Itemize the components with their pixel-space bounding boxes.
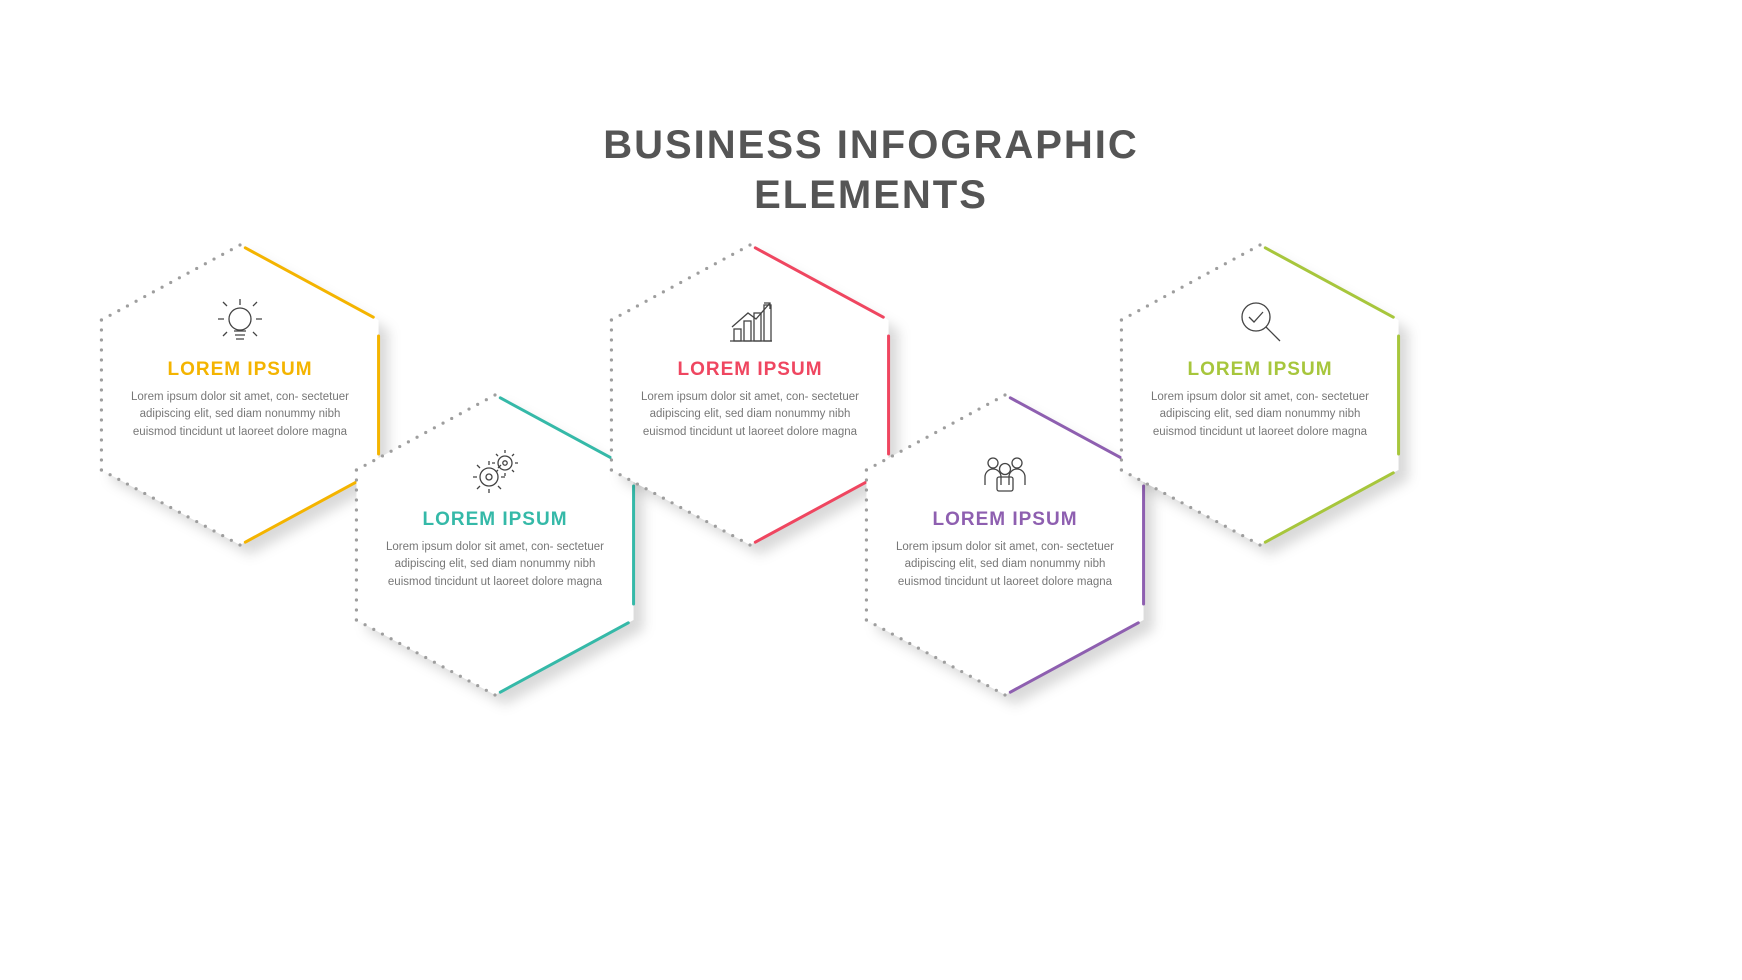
infographic-stage: BUSINESS INFOGRAPHIC ELEMENTS LOREM IPSU…	[0, 0, 1742, 980]
team-icon	[975, 441, 1035, 501]
hex-title: LOREM IPSUM	[375, 509, 615, 531]
magnify-check-icon	[1230, 291, 1290, 351]
title-line-2: ELEMENTS	[754, 173, 988, 217]
hex-title: LOREM IPSUM	[120, 359, 360, 381]
hex-body: Lorem ipsum dolor sit amet, con- sectetu…	[120, 389, 360, 441]
hex-title: LOREM IPSUM	[1140, 359, 1380, 381]
hex-body: Lorem ipsum dolor sit amet, con- sectetu…	[375, 539, 615, 591]
hex-content: LOREM IPSUM Lorem ipsum dolor sit amet, c…	[120, 291, 360, 441]
title-line-1: BUSINESS INFOGRAPHIC	[603, 123, 1139, 167]
lightbulb-icon	[210, 291, 270, 351]
bar-chart-icon	[720, 291, 780, 351]
hex-body: Lorem ipsum dolor sit amet, con- sectetu…	[1140, 389, 1380, 441]
hex-content: LOREM IPSUM Lorem ipsum dolor sit amet, c…	[885, 441, 1125, 591]
page-title: BUSINESS INFOGRAPHIC ELEMENTS	[0, 120, 1742, 220]
hex-title: LOREM IPSUM	[885, 509, 1125, 531]
hex-title: LOREM IPSUM	[630, 359, 870, 381]
hex-content: LOREM IPSUM Lorem ipsum dolor sit amet, c…	[630, 291, 870, 441]
hex-body: Lorem ipsum dolor sit amet, con- sectetu…	[885, 539, 1125, 591]
gears-icon	[465, 441, 525, 501]
hex-body: Lorem ipsum dolor sit amet, con- sectetu…	[630, 389, 870, 441]
hex-content: LOREM IPSUM Lorem ipsum dolor sit amet, c…	[375, 441, 615, 591]
hex-content: LOREM IPSUM Lorem ipsum dolor sit amet, c…	[1140, 291, 1380, 441]
hex-5: LOREM IPSUM Lorem ipsum dolor sit amet, c…	[1100, 245, 1420, 545]
